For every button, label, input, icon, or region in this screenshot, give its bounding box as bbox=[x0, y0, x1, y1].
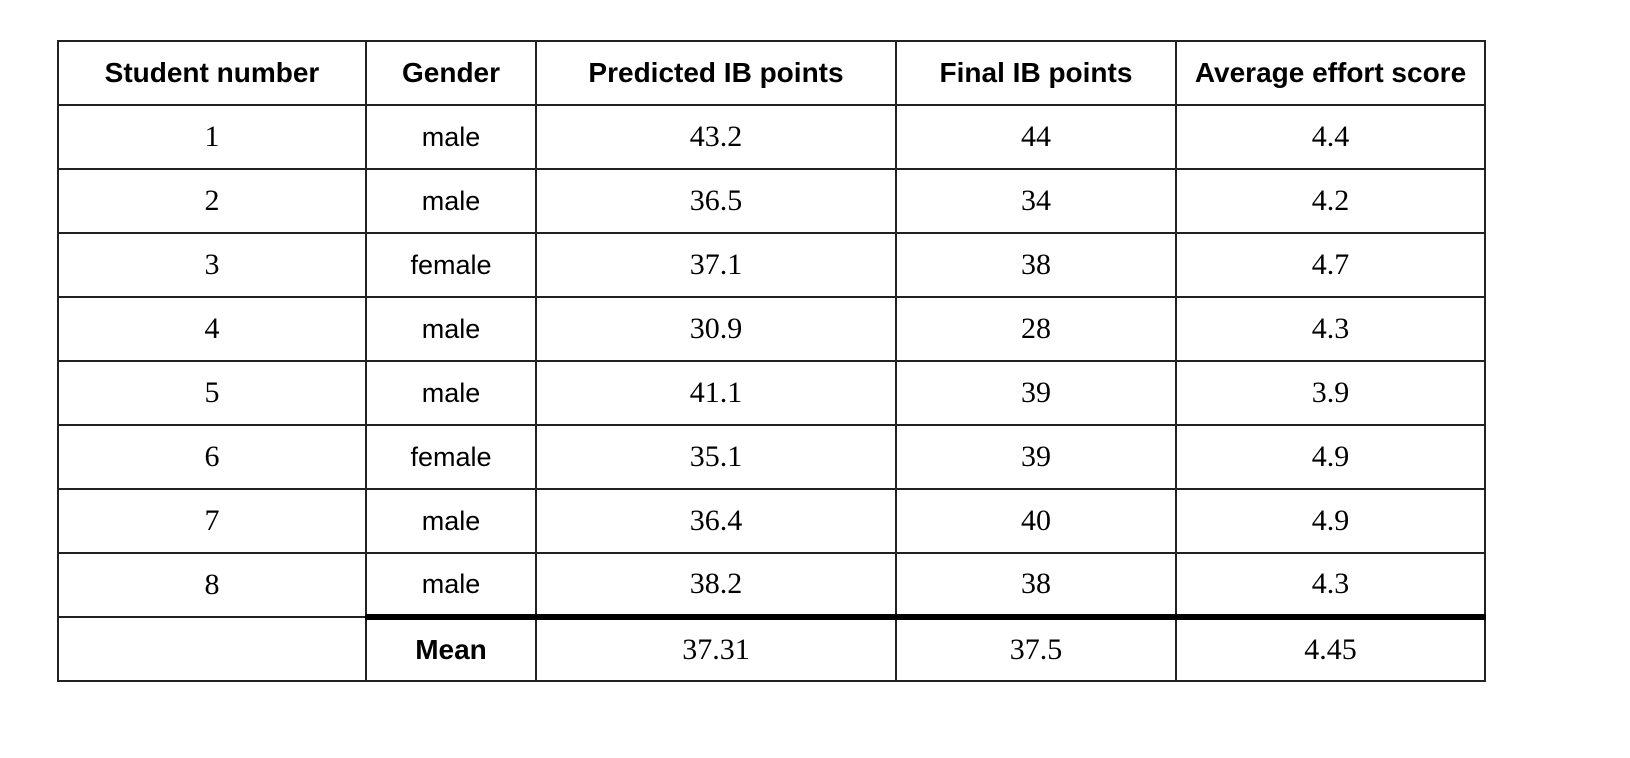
cell-predicted-points: 35.1 bbox=[535, 424, 897, 490]
cell-student-number: 6 bbox=[57, 424, 367, 490]
header-gender: Gender bbox=[365, 40, 537, 106]
cell-predicted-points: 41.1 bbox=[535, 360, 897, 426]
table-row-4: 4 male 30.9 28 4.3 bbox=[57, 296, 1486, 362]
cell-final-points: 40 bbox=[895, 488, 1177, 554]
cell-final-points: 38 bbox=[895, 552, 1177, 620]
cell-gender: female bbox=[365, 232, 537, 298]
cell-predicted-points: 43.2 bbox=[535, 104, 897, 170]
cell-gender: male bbox=[365, 104, 537, 170]
cell-predicted-points: 38.2 bbox=[535, 552, 897, 620]
header-final-ib-points: Final IB points bbox=[895, 40, 1177, 106]
cell-mean-effort-score: 4.45 bbox=[1175, 616, 1486, 682]
cell-gender: female bbox=[365, 424, 537, 490]
header-average-effort-score: Average effort score bbox=[1175, 40, 1486, 106]
table-row-1: 1 male 43.2 44 4.4 bbox=[57, 104, 1486, 170]
cell-effort-score: 4.9 bbox=[1175, 488, 1486, 554]
ib-results-table-container: Student number Gender Predicted IB point… bbox=[57, 40, 1486, 682]
cell-predicted-points: 30.9 bbox=[535, 296, 897, 362]
table-row-5: 5 male 41.1 39 3.9 bbox=[57, 360, 1486, 426]
cell-student-number: 8 bbox=[57, 552, 367, 618]
header-student-number: Student number bbox=[57, 40, 367, 106]
table-row-3: 3 female 37.1 38 4.7 bbox=[57, 232, 1486, 298]
cell-final-points: 28 bbox=[895, 296, 1177, 362]
table-row-2: 2 male 36.5 34 4.2 bbox=[57, 168, 1486, 234]
cell-student-number: 5 bbox=[57, 360, 367, 426]
cell-effort-score: 4.4 bbox=[1175, 104, 1486, 170]
cell-effort-score: 4.9 bbox=[1175, 424, 1486, 490]
cell-mean-predicted-points: 37.31 bbox=[535, 616, 897, 682]
cell-mean-label: Mean bbox=[365, 616, 537, 682]
cell-final-points: 39 bbox=[895, 360, 1177, 426]
cell-gender: male bbox=[365, 296, 537, 362]
cell-gender: male bbox=[365, 488, 537, 554]
cell-final-points: 38 bbox=[895, 232, 1177, 298]
cell-final-points: 44 bbox=[895, 104, 1177, 170]
cell-gender: male bbox=[365, 552, 537, 620]
cell-mean-final-points: 37.5 bbox=[895, 616, 1177, 682]
cell-student-number: 3 bbox=[57, 232, 367, 298]
cell-predicted-points: 36.4 bbox=[535, 488, 897, 554]
cell-predicted-points: 37.1 bbox=[535, 232, 897, 298]
cell-effort-score: 4.2 bbox=[1175, 168, 1486, 234]
cell-student-number: 2 bbox=[57, 168, 367, 234]
cell-student-number: 7 bbox=[57, 488, 367, 554]
cell-gender: male bbox=[365, 168, 537, 234]
cell-student-number: 4 bbox=[57, 296, 367, 362]
cell-empty-spacer bbox=[57, 616, 367, 682]
cell-gender: male bbox=[365, 360, 537, 426]
header-predicted-ib-points: Predicted IB points bbox=[535, 40, 897, 106]
cell-student-number: 1 bbox=[57, 104, 367, 170]
table-row-7: 7 male 36.4 40 4.9 bbox=[57, 488, 1486, 554]
table-row-8: 8 male 38.2 38 4.3 bbox=[57, 552, 1486, 620]
cell-final-points: 34 bbox=[895, 168, 1177, 234]
table-row-6: 6 female 35.1 39 4.9 bbox=[57, 424, 1486, 490]
ib-results-table: Student number Gender Predicted IB point… bbox=[57, 40, 1486, 682]
cell-effort-score: 4.3 bbox=[1175, 296, 1486, 362]
table-header-row: Student number Gender Predicted IB point… bbox=[57, 40, 1486, 106]
table-mean-row: Mean 37.31 37.5 4.45 bbox=[57, 616, 1486, 682]
cell-effort-score: 4.3 bbox=[1175, 552, 1486, 620]
cell-predicted-points: 36.5 bbox=[535, 168, 897, 234]
cell-effort-score: 4.7 bbox=[1175, 232, 1486, 298]
cell-final-points: 39 bbox=[895, 424, 1177, 490]
cell-effort-score: 3.9 bbox=[1175, 360, 1486, 426]
